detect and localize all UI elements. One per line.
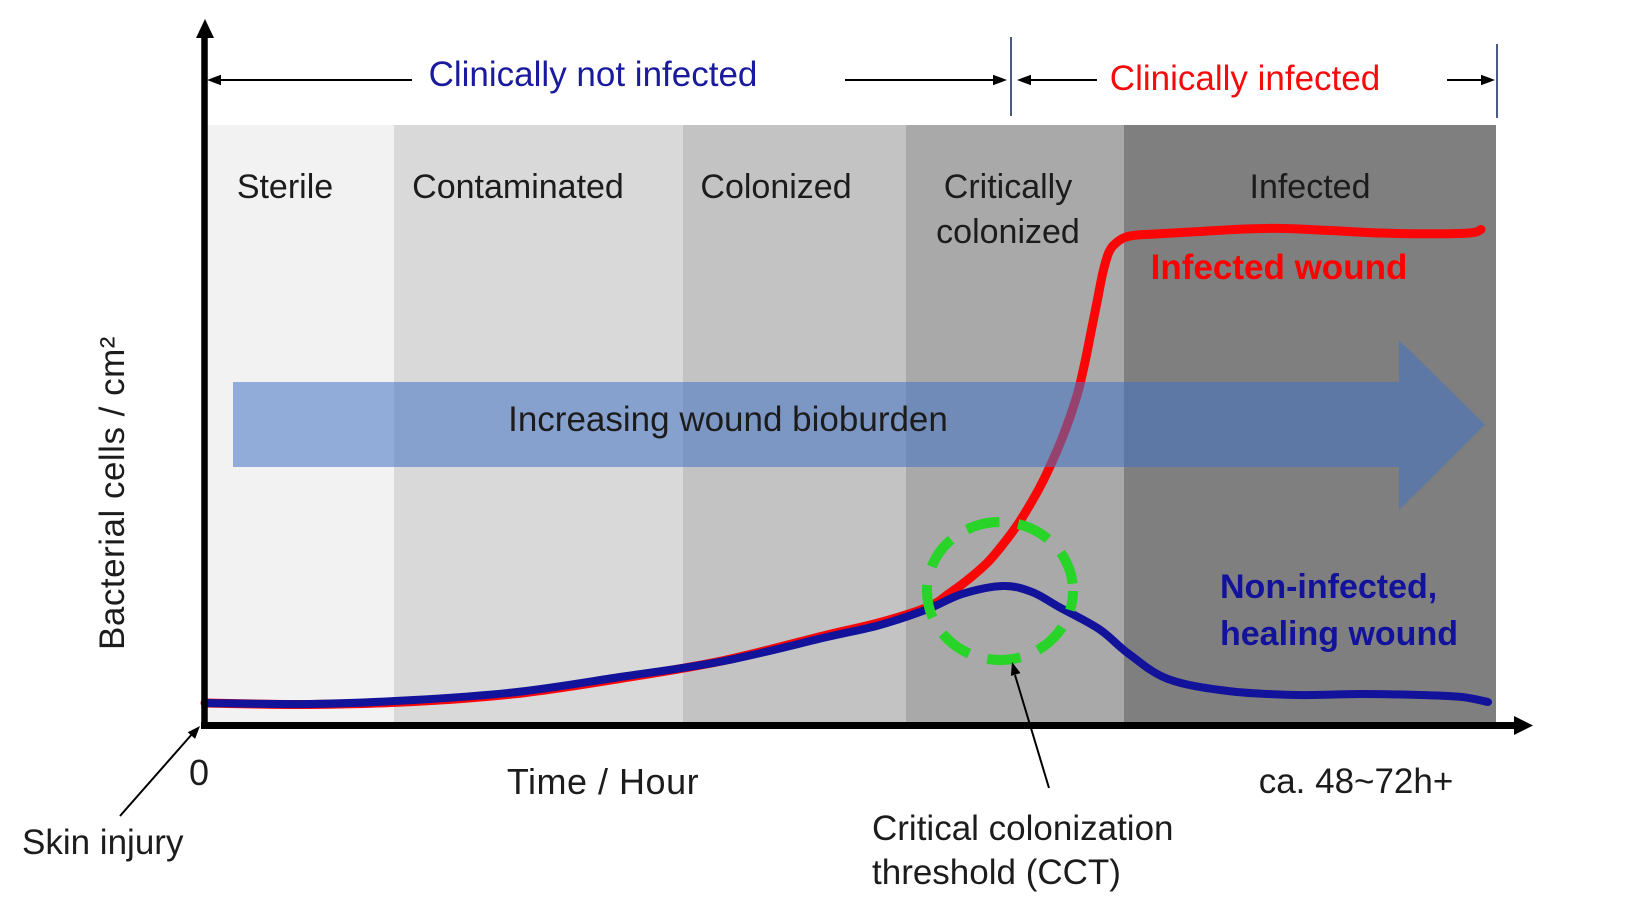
svg-text:Sterile: Sterile: [237, 168, 333, 206]
svg-text:Bacterial cells / cm²: Bacterial cells / cm²: [93, 336, 132, 650]
svg-text:Critically: Critically: [944, 168, 1072, 206]
svg-text:Non-infected,: Non-infected,: [1220, 568, 1437, 606]
svg-text:threshold (CCT): threshold (CCT): [872, 853, 1121, 892]
svg-text:Contaminated: Contaminated: [412, 168, 624, 206]
svg-text:Increasing wound bioburden: Increasing wound bioburden: [508, 400, 948, 439]
svg-text:healing wound: healing wound: [1220, 615, 1458, 653]
svg-text:colonized: colonized: [936, 213, 1080, 251]
svg-text:0: 0: [189, 752, 209, 793]
svg-text:Clinically infected: Clinically infected: [1110, 59, 1380, 98]
svg-text:Skin injury: Skin injury: [22, 823, 184, 862]
svg-text:Colonized: Colonized: [700, 168, 851, 206]
svg-text:Clinically not infected: Clinically not infected: [429, 55, 758, 94]
svg-text:Infected: Infected: [1250, 168, 1371, 206]
svg-text:Infected wound: Infected wound: [1151, 248, 1408, 287]
svg-text:Time / Hour: Time / Hour: [507, 761, 699, 802]
svg-text:ca. 48~72h+: ca. 48~72h+: [1259, 762, 1454, 801]
svg-text:Critical colonization: Critical colonization: [872, 809, 1174, 848]
